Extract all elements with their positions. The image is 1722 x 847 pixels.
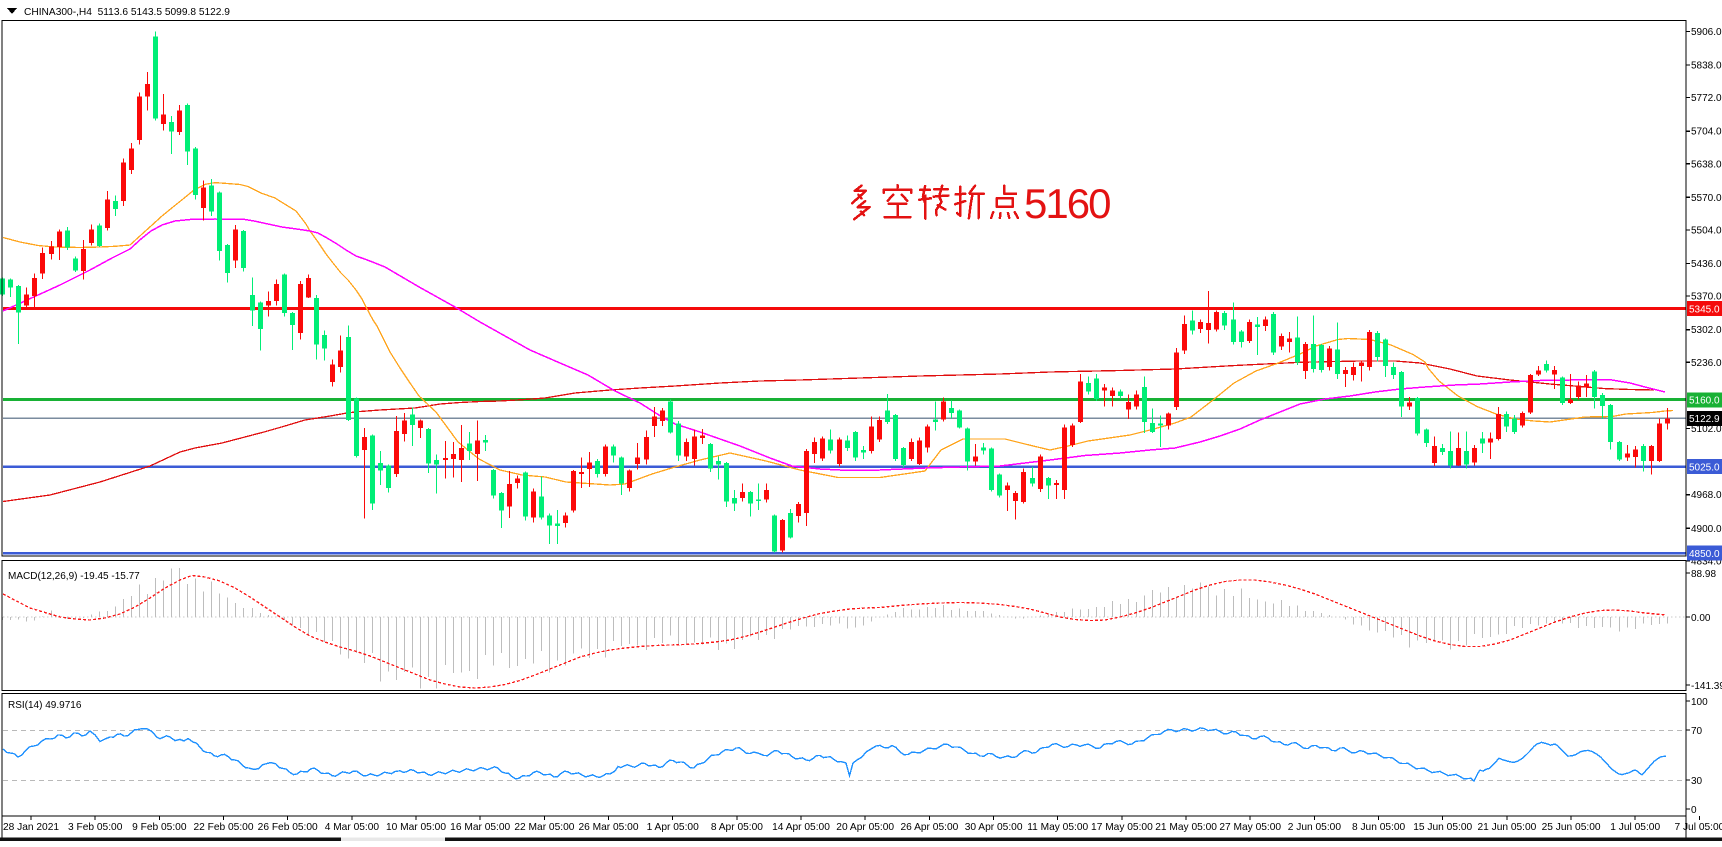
svg-text:5504.0: 5504.0 — [1691, 225, 1722, 236]
svg-text:4968.0: 4968.0 — [1691, 490, 1722, 501]
svg-text:10 Mar 05:00: 10 Mar 05:00 — [386, 822, 446, 833]
svg-text:0: 0 — [1691, 805, 1697, 816]
svg-text:100: 100 — [1691, 697, 1708, 708]
svg-text:5436.0: 5436.0 — [1691, 259, 1722, 270]
svg-text:26 Feb 05:00: 26 Feb 05:00 — [258, 822, 318, 833]
svg-text:5160.0: 5160.0 — [1689, 396, 1720, 407]
svg-text:2 Jun 05:00: 2 Jun 05:00 — [1288, 822, 1342, 833]
svg-text:9 Feb 05:00: 9 Feb 05:00 — [132, 822, 187, 833]
svg-text:4 Mar 05:00: 4 Mar 05:00 — [325, 822, 380, 833]
svg-text:5370.0: 5370.0 — [1691, 292, 1722, 303]
svg-text:0.00: 0.00 — [1691, 613, 1711, 624]
svg-text:1 Jul 05:00: 1 Jul 05:00 — [1610, 822, 1660, 833]
svg-text:14 Apr 05:00: 14 Apr 05:00 — [772, 822, 830, 833]
svg-text:21 Jun 05:00: 21 Jun 05:00 — [1477, 822, 1536, 833]
svg-text:5160: 5160 — [1024, 180, 1110, 227]
svg-text:16 Mar 05:00: 16 Mar 05:00 — [450, 822, 510, 833]
svg-text:5838.0: 5838.0 — [1691, 60, 1722, 71]
svg-text:27 May 05:00: 27 May 05:00 — [1219, 822, 1281, 833]
svg-text:5704.0: 5704.0 — [1691, 127, 1722, 138]
svg-text:21 May 05:00: 21 May 05:00 — [1155, 822, 1217, 833]
svg-text:-141.39: -141.39 — [1691, 681, 1722, 692]
svg-text:22 Mar 05:00: 22 Mar 05:00 — [514, 822, 574, 833]
svg-text:30 Apr 05:00: 30 Apr 05:00 — [965, 822, 1023, 833]
svg-text:30: 30 — [1691, 776, 1703, 787]
svg-text:26 Mar 05:00: 26 Mar 05:00 — [578, 822, 638, 833]
svg-text:5236.0: 5236.0 — [1691, 358, 1722, 369]
svg-text:7 Jul 05:00: 7 Jul 05:00 — [1674, 822, 1722, 833]
svg-text:5570.0: 5570.0 — [1691, 193, 1722, 204]
svg-text:4850.0: 4850.0 — [1689, 549, 1720, 560]
svg-text:20 Apr 05:00: 20 Apr 05:00 — [836, 822, 894, 833]
svg-text:RSI(14) 49.9716: RSI(14) 49.9716 — [8, 700, 82, 711]
svg-text:15 Jun 05:00: 15 Jun 05:00 — [1413, 822, 1472, 833]
svg-text:5772.0: 5772.0 — [1691, 93, 1722, 104]
svg-text:28 Jan 2021: 28 Jan 2021 — [3, 822, 59, 833]
svg-text:5906.0: 5906.0 — [1691, 27, 1722, 38]
svg-text:26 Apr 05:00: 26 Apr 05:00 — [901, 822, 959, 833]
svg-text:5302.0: 5302.0 — [1691, 325, 1722, 336]
svg-text:5345.0: 5345.0 — [1689, 304, 1720, 315]
svg-text:1 Apr 05:00: 1 Apr 05:00 — [647, 822, 699, 833]
svg-text:5122.9: 5122.9 — [1689, 414, 1720, 425]
svg-text:4834.0: 4834.0 — [1691, 556, 1722, 567]
svg-text:17 May 05:00: 17 May 05:00 — [1091, 822, 1153, 833]
svg-text:5025.0: 5025.0 — [1689, 462, 1720, 473]
svg-text:22 Feb 05:00: 22 Feb 05:00 — [193, 822, 253, 833]
svg-text:MACD(12,26,9) -19.45 -15.77: MACD(12,26,9) -19.45 -15.77 — [8, 571, 140, 582]
svg-text:CHINA300-,H4 5113.6 5143.5 50: CHINA300-,H4 5113.6 5143.5 5099.8 5122.9 — [24, 7, 230, 18]
svg-text:4900.0: 4900.0 — [1691, 524, 1722, 535]
svg-text:3 Feb 05:00: 3 Feb 05:00 — [68, 822, 123, 833]
svg-text:5638.0: 5638.0 — [1691, 159, 1722, 170]
svg-text:5102.0: 5102.0 — [1691, 424, 1722, 435]
svg-text:70: 70 — [1691, 726, 1703, 737]
svg-text:11 May 05:00: 11 May 05:00 — [1027, 822, 1088, 833]
svg-text:25 Jun 05:00: 25 Jun 05:00 — [1542, 822, 1601, 833]
svg-text:8 Jun 05:00: 8 Jun 05:00 — [1352, 822, 1406, 833]
svg-text:88.98: 88.98 — [1691, 569, 1716, 580]
svg-text:8 Apr 05:00: 8 Apr 05:00 — [711, 822, 763, 833]
